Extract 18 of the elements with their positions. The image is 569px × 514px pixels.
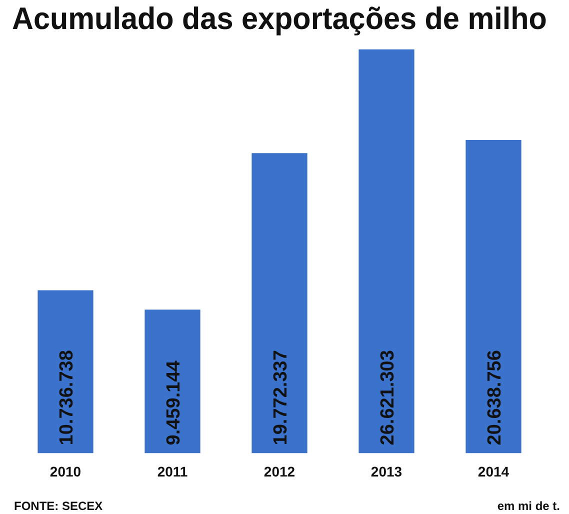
bar (252, 153, 308, 454)
text: em mi de t. (497, 499, 560, 513)
data-label: 26.621.303 (378, 350, 398, 446)
bar (466, 140, 522, 454)
x-tick-label: 2012 (264, 463, 296, 480)
data-label: 20.638.756 (484, 350, 506, 446)
x-tick-label: 2014 (478, 463, 510, 480)
x-tick-label: 2011 (157, 463, 188, 480)
data-label: 10.736.738 (56, 350, 78, 446)
chart-title: Acumulado das exportações de milho (12, 2, 547, 36)
bar (358, 49, 414, 454)
data-label: 19.772.337 (270, 350, 292, 446)
bar (38, 290, 94, 454)
data-label: 9.459.144 (164, 360, 184, 446)
source-note: FONTE: SECEX (14, 499, 103, 513)
bar (144, 310, 200, 454)
x-tick-label: 2013 (370, 463, 402, 480)
x-tick-label: 2010 (50, 463, 82, 480)
